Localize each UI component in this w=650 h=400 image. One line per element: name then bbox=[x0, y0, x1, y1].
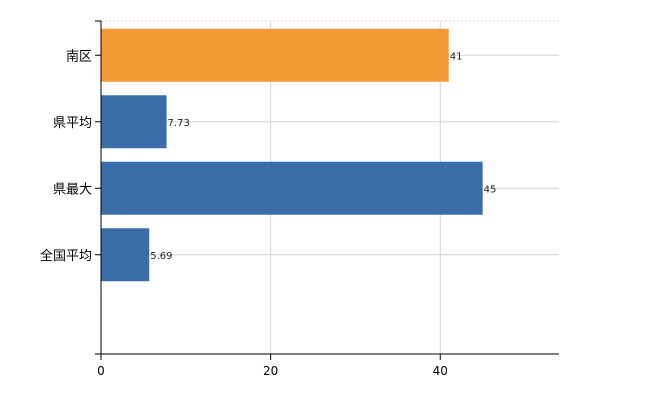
x-axis-ticks: 0 20 40 bbox=[97, 354, 448, 378]
x-tick-label: 20 bbox=[263, 364, 278, 378]
bar bbox=[101, 28, 449, 82]
x-tick-label: 40 bbox=[433, 364, 448, 378]
data-label: 45 bbox=[484, 184, 497, 195]
axes bbox=[95, 20, 559, 355]
data-label: 7.73 bbox=[168, 118, 190, 129]
bars bbox=[101, 28, 483, 282]
category-label: 県最大 bbox=[53, 182, 92, 197]
bar bbox=[101, 161, 483, 215]
data-labels: 41 7.73 45 5.69 bbox=[150, 51, 496, 262]
x-tick-label: 0 bbox=[97, 364, 105, 378]
bar bbox=[101, 95, 167, 149]
data-label: 41 bbox=[450, 51, 463, 62]
category-label: 全国平均 bbox=[40, 248, 92, 264]
category-label: 県平均 bbox=[53, 116, 92, 131]
bar bbox=[101, 228, 150, 282]
data-label: 5.69 bbox=[150, 251, 172, 262]
category-label: 南区 bbox=[66, 48, 92, 64]
